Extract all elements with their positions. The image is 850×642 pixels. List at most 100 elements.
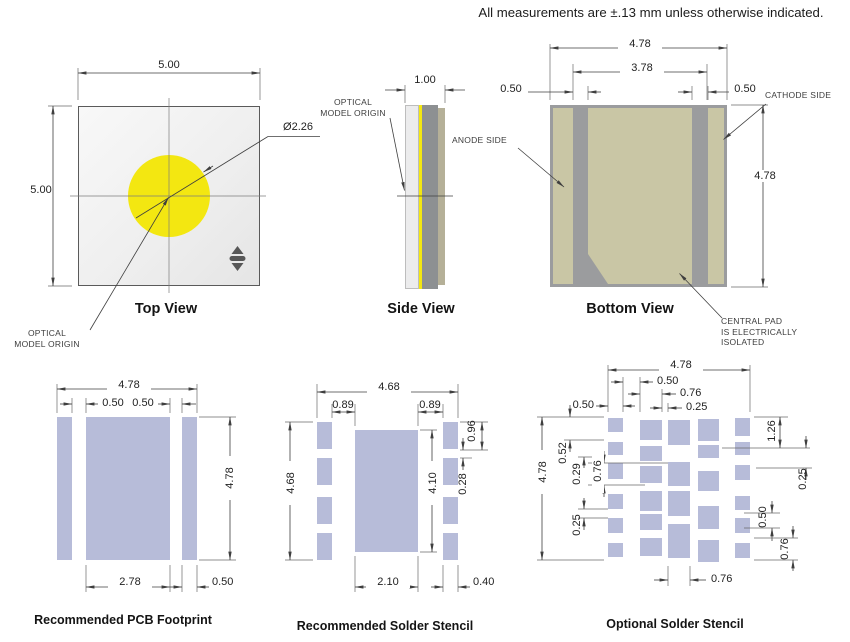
stencil-center-height-dim: 4.10 bbox=[427, 461, 439, 505]
side-view-substrate-tan bbox=[438, 108, 445, 285]
top-width-dim: 5.00 bbox=[158, 59, 180, 71]
bottom-inner-width-dim: 3.78 bbox=[620, 62, 664, 74]
bottom-view-strip-left bbox=[573, 108, 588, 284]
bottom-view-strip-right bbox=[692, 108, 708, 284]
stencil-width-dim: 4.68 bbox=[367, 381, 411, 393]
optional-stencil-aperture bbox=[608, 442, 623, 455]
stencil-side-aperture bbox=[317, 422, 332, 449]
stencil-title: Recommended Solder Stencil bbox=[296, 619, 474, 633]
footprint-pad-center bbox=[86, 417, 170, 560]
bottom-height-dim: 4.78 bbox=[746, 170, 784, 182]
optional-stencil-aperture bbox=[735, 518, 750, 533]
optional-stencil-aperture bbox=[668, 420, 690, 445]
optional-stencil-aperture bbox=[698, 540, 719, 562]
side-view-body-light bbox=[405, 105, 419, 289]
optional-right-d4-dim: 0.76 bbox=[779, 538, 791, 560]
optional-stencil-aperture bbox=[698, 445, 719, 458]
optional-height-dim: 4.78 bbox=[537, 450, 549, 494]
tolerance-note: All measurements are ±.13 mm unless othe… bbox=[478, 5, 824, 20]
optional-stencil-aperture bbox=[668, 524, 690, 558]
stencil-side-aperture bbox=[317, 533, 332, 560]
footprint-width-dim: 4.78 bbox=[107, 379, 151, 391]
side-width-dim: 1.00 bbox=[414, 74, 436, 86]
optional-stencil-aperture bbox=[668, 491, 690, 516]
optional-stencil-aperture bbox=[640, 420, 662, 440]
footprint-gap-right-dim: 0.50 bbox=[132, 397, 154, 409]
stencil-center-width-dim: 2.10 bbox=[366, 576, 410, 588]
top-optical-origin-label: OPTICAL MODEL ORIGIN bbox=[14, 328, 80, 349]
optional-stencil-aperture bbox=[698, 419, 719, 441]
optional-stencil-aperture bbox=[640, 514, 662, 530]
stencil-side-aperture bbox=[443, 458, 458, 485]
optional-stencil-aperture bbox=[608, 543, 623, 557]
footprint-height-dim: 4.78 bbox=[224, 456, 236, 500]
optional-stencil-aperture bbox=[735, 496, 750, 510]
optional-left-d2-dim: 0.29 bbox=[571, 463, 583, 485]
optional-stencil-aperture bbox=[735, 465, 750, 480]
bottom-pad-right-dim: 0.50 bbox=[734, 83, 756, 95]
optional-stencil-aperture bbox=[640, 466, 662, 483]
central-pad-note: CENTRAL PAD IS ELECTRICALLY ISOLATED bbox=[721, 316, 798, 348]
optional-stencil-aperture bbox=[668, 462, 690, 486]
footprint-center-width-dim: 2.78 bbox=[108, 576, 152, 588]
footprint-pad-left bbox=[57, 417, 72, 560]
optional-right-d2-dim: 0.25 bbox=[797, 468, 809, 490]
side-optical-origin-label: OPTICAL MODEL ORIGIN bbox=[320, 97, 386, 118]
optional-title: Optional Solder Stencil bbox=[606, 617, 744, 631]
stencil-side-aperture bbox=[317, 497, 332, 524]
optional-col-gap2-dim: 0.25 bbox=[686, 401, 708, 413]
optional-left-d3-dim: 0.76 bbox=[592, 449, 604, 493]
stencil-pad-height-dim: 0.96 bbox=[466, 420, 478, 442]
optional-left-d1-dim: 0.52 bbox=[557, 442, 569, 464]
top-view-title: Top View bbox=[134, 301, 198, 317]
optional-col2-width-dim: 0.76 bbox=[680, 387, 702, 399]
optional-stencil-aperture bbox=[640, 538, 662, 556]
cathode-side-label: CATHODE SIDE bbox=[765, 90, 832, 100]
stencil-side-aperture bbox=[443, 422, 458, 449]
anode-side-label: ANODE SIDE bbox=[452, 135, 507, 145]
stencil-pad-gap-dim: 0.28 bbox=[457, 473, 469, 495]
stencil-side-aperture bbox=[443, 533, 458, 560]
bottom-view-title: Bottom View bbox=[586, 301, 674, 317]
footprint-gap-left-dim: 0.50 bbox=[102, 397, 124, 409]
optional-col1-width-dim: 0.50 bbox=[572, 399, 594, 411]
optional-col-gap1-dim: 0.50 bbox=[657, 375, 679, 387]
optional-right-d1-dim: 1.26 bbox=[766, 420, 778, 442]
bottom-pad-left-dim: 0.50 bbox=[500, 83, 522, 95]
optional-stencil-aperture bbox=[608, 494, 623, 509]
footprint-title: Recommended PCB Footprint bbox=[34, 613, 212, 627]
side-view-title: Side View bbox=[387, 301, 455, 317]
optional-width-dim: 4.78 bbox=[659, 359, 703, 371]
optional-stencil-aperture bbox=[735, 442, 750, 455]
optional-stencil-aperture bbox=[698, 471, 719, 491]
optional-stencil-aperture bbox=[640, 446, 662, 461]
bottom-width-dim: 4.78 bbox=[618, 38, 662, 50]
stencil-strip-width-dim: 0.40 bbox=[473, 576, 495, 588]
optional-stencil-aperture bbox=[608, 418, 623, 432]
optional-stencil-aperture bbox=[640, 491, 662, 511]
optional-stencil-aperture bbox=[735, 418, 750, 436]
stencil-side-aperture bbox=[443, 497, 458, 524]
stencil-side-aperture bbox=[317, 458, 332, 485]
footprint-strip-width-dim: 0.50 bbox=[212, 576, 234, 588]
side-view-phosphor-yellow bbox=[419, 105, 422, 289]
optional-stencil-aperture bbox=[698, 506, 719, 529]
stencil-gap-left-dim: 0.89 bbox=[332, 399, 354, 411]
circle-diameter-dim: Ø2.26 bbox=[283, 121, 313, 133]
optional-center-col-width-dim: 0.76 bbox=[711, 573, 733, 585]
top-height-dim: 5.00 bbox=[30, 184, 52, 196]
optional-stencil-aperture bbox=[608, 518, 623, 533]
stencil-pad-center bbox=[355, 430, 418, 552]
optional-stencil-aperture bbox=[608, 463, 623, 479]
stencil-height-dim: 4.68 bbox=[285, 461, 297, 505]
optional-stencil-aperture bbox=[735, 543, 750, 558]
optional-left-d4-dim: 0.25 bbox=[571, 514, 583, 536]
side-view-body-dark bbox=[422, 105, 438, 289]
footprint-pad-right bbox=[182, 417, 197, 560]
optional-right-d3-dim: 0.50 bbox=[757, 506, 769, 528]
stencil-gap-right-dim: 0.89 bbox=[419, 399, 441, 411]
